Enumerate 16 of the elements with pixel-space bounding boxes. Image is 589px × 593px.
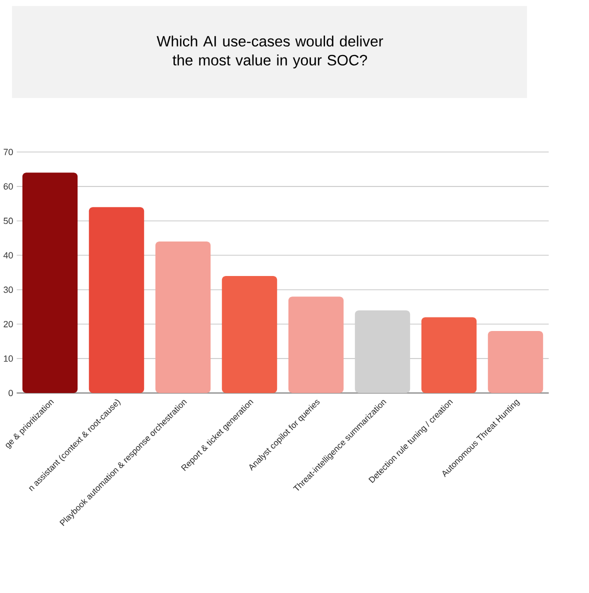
bar (288, 296, 344, 393)
y-tick-label: 40 (3, 252, 13, 258)
y-tick-label: 70 (4, 148, 13, 156)
y-tick-label: 20 (4, 320, 13, 328)
y-tick-label: 10 (4, 355, 13, 362)
y-tick-label: 50 (4, 218, 13, 224)
bar (488, 331, 544, 393)
bar (155, 242, 211, 393)
bar (222, 276, 278, 393)
bar (22, 172, 78, 393)
chart-title: Which AI use-cases would deliver the most value in your SOC? (156, 36, 384, 68)
bar (88, 207, 144, 393)
y-tick-label: 0 (8, 390, 13, 396)
y-tick-label: 60 (4, 183, 13, 190)
y-tick-label: 30 (4, 286, 13, 293)
bar (421, 317, 477, 393)
